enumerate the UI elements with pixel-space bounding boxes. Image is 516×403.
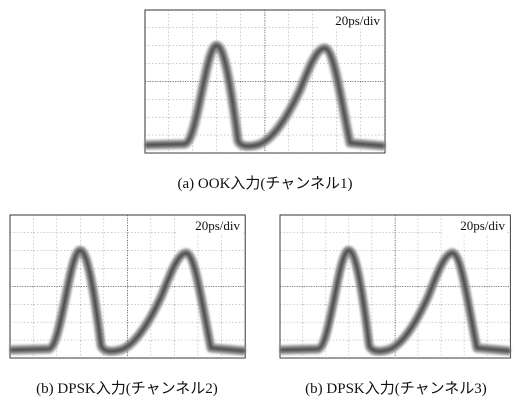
page: 20ps/div (a) OOK入力(チャンネル1) 20ps/div (b) … (0, 0, 516, 403)
waveform-scope (10, 215, 245, 358)
waveform-scope (145, 10, 385, 153)
caption: (a) OOK入力(チャンネル1) (178, 175, 353, 192)
panel-c: 20ps/div (b) DPSK入力(チャンネル3) (280, 215, 510, 397)
panel-a: 20ps/div (a) OOK入力(チャンネル1) (145, 10, 385, 192)
panel-b: 20ps/div (b) DPSK入力(チャンネル2) (10, 215, 245, 397)
waveform-scope (280, 215, 510, 358)
time-scale: 20ps/div (335, 13, 380, 28)
caption: (b) DPSK入力(チャンネル3) (305, 380, 487, 397)
caption: (b) DPSK入力(チャンネル2) (36, 380, 218, 397)
time-scale: 20ps/div (195, 218, 240, 233)
figure: 20ps/div (a) OOK入力(チャンネル1) 20ps/div (b) … (0, 0, 516, 403)
time-scale: 20ps/div (460, 218, 505, 233)
